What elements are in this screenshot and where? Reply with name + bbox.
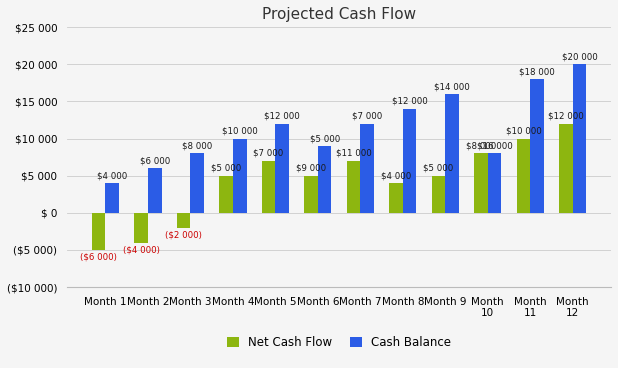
Text: $12 000: $12 000 — [548, 112, 584, 121]
Text: $4 000: $4 000 — [97, 171, 127, 180]
Text: $12 000: $12 000 — [265, 112, 300, 121]
Text: $5 000: $5 000 — [423, 164, 454, 173]
Text: $14 000: $14 000 — [434, 82, 470, 91]
Text: $9 000: $9 000 — [296, 164, 326, 173]
Bar — [488, 153, 501, 213]
Text: $10 000: $10 000 — [222, 127, 258, 136]
Bar — [318, 146, 331, 213]
Text: $7 000: $7 000 — [253, 149, 284, 158]
Bar — [233, 139, 247, 213]
Bar — [403, 109, 417, 213]
Bar — [219, 176, 233, 213]
Text: $18 000: $18 000 — [519, 67, 555, 76]
Text: $7 000: $7 000 — [352, 112, 383, 121]
Text: $16 000: $16 000 — [476, 141, 512, 151]
Text: ($4 000): ($4 000) — [123, 245, 159, 255]
Bar — [573, 64, 586, 213]
Text: ($2 000): ($2 000) — [165, 231, 202, 240]
Text: $6 000: $6 000 — [140, 156, 170, 165]
Bar — [148, 168, 161, 213]
Bar — [134, 213, 148, 243]
Text: $12 000: $12 000 — [392, 97, 428, 106]
Bar — [190, 153, 204, 213]
Text: $5 000: $5 000 — [211, 164, 241, 173]
Text: ($6 000): ($6 000) — [80, 253, 117, 262]
Text: $4 000: $4 000 — [381, 171, 411, 180]
Bar — [92, 213, 106, 250]
Bar — [559, 124, 573, 213]
Legend: Net Cash Flow, Cash Balance: Net Cash Flow, Cash Balance — [222, 332, 456, 354]
Bar — [304, 176, 318, 213]
Bar — [517, 139, 530, 213]
Bar — [446, 94, 459, 213]
Bar — [530, 79, 544, 213]
Text: $11 000: $11 000 — [336, 149, 371, 158]
Bar — [262, 161, 276, 213]
Text: $5 000: $5 000 — [310, 134, 340, 143]
Bar — [389, 183, 403, 213]
Bar — [347, 161, 360, 213]
Bar — [360, 124, 374, 213]
Bar — [177, 213, 190, 228]
Text: $10 000: $10 000 — [506, 127, 541, 136]
Title: Projected Cash Flow: Projected Cash Flow — [262, 7, 416, 22]
Bar — [432, 176, 446, 213]
Bar — [106, 183, 119, 213]
Bar — [474, 153, 488, 213]
Text: $8 000: $8 000 — [466, 141, 496, 151]
Bar — [276, 124, 289, 213]
Text: $8 000: $8 000 — [182, 141, 213, 151]
Text: $20 000: $20 000 — [562, 52, 598, 61]
